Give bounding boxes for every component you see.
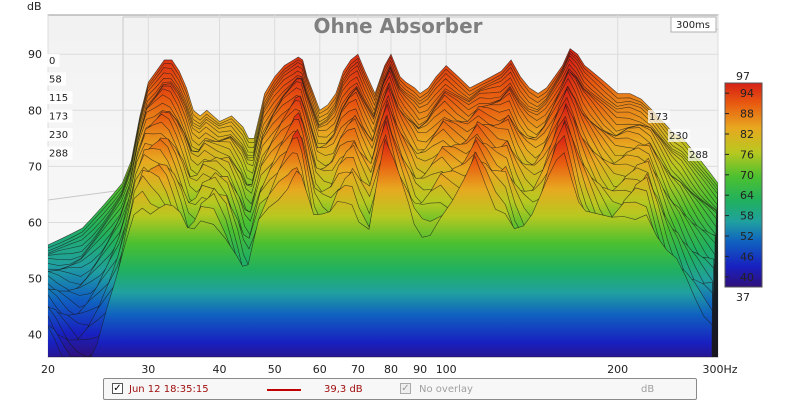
time-label-bg — [47, 109, 73, 123]
y-tick-labels: 40 50 60 70 80 90 — [28, 48, 42, 341]
time-slice-label-right: 173 — [649, 112, 668, 123]
legend-checkbox-measurement[interactable]: ✓ — [112, 383, 123, 394]
legend-measurement-label: Jun 12 18:35:15 — [129, 384, 209, 395]
time-label-bg — [47, 128, 73, 141]
time-slice-label: 58 — [49, 75, 62, 86]
x-tick-label: 50 — [268, 363, 282, 376]
x-tick-label: 80 — [384, 363, 398, 376]
time-slice-label: 173 — [49, 112, 68, 123]
y-tick-label: 40 — [28, 329, 42, 342]
x-tick-label: 200 — [607, 363, 628, 376]
time-label-bg — [648, 110, 670, 123]
y-tick-label: 80 — [28, 104, 42, 117]
colorbar-tick-label: 88 — [740, 108, 754, 121]
y-tick-label: 50 — [28, 273, 42, 286]
colorbar-tick-label: 94 — [740, 87, 754, 100]
x-tick-label: 20 — [41, 363, 55, 376]
time-slice-label-right: 288 — [689, 150, 708, 161]
colorbar — [724, 82, 763, 288]
legend-bar: ✓ Jun 12 18:35:15 39,3 dB ✓ No overlay d… — [103, 378, 697, 400]
waterfall-slice — [48, 138, 713, 357]
x-tick-label: 300Hz — [702, 363, 737, 376]
colorbar-max-label: 97 — [736, 70, 750, 83]
time-slice-label: 288 — [49, 149, 68, 160]
legend-line-swatch — [267, 389, 301, 391]
time-label-bg — [47, 72, 66, 86]
time-slice-label: 0 — [49, 56, 55, 67]
time-label-bg — [668, 129, 690, 142]
time-label-bg — [47, 146, 73, 160]
colorbar-tick-label: 70 — [740, 169, 754, 182]
y-tick-label: 70 — [28, 160, 42, 173]
time-slice-label: 230 — [49, 130, 68, 141]
legend-overlay-label: No overlay — [419, 384, 473, 395]
colorbar-tick-label: 82 — [740, 128, 754, 141]
x-tick-label: 100 — [436, 363, 457, 376]
colorbar-tick-labels: 40 46 52 58 64 70 76 82 88 94 — [725, 87, 754, 284]
legend-overlay-value: dB — [641, 384, 655, 395]
x-tick-label: 90 — [413, 363, 427, 376]
y-axis-label: dB — [27, 0, 42, 13]
time-label-bg — [688, 148, 710, 161]
y-tick-label: 60 — [28, 216, 42, 229]
legend-measurement-value: 39,3 dB — [324, 384, 363, 395]
colorbar-tick-label: 52 — [740, 230, 754, 243]
x-tick-label: 70 — [351, 363, 365, 376]
colorbar-min-label: 37 — [736, 291, 750, 304]
window-label: 300ms — [676, 20, 710, 31]
colorbar-tick-label: 40 — [740, 271, 754, 284]
time-slice-labels: 0 58 115 173 230 288 — [47, 54, 73, 160]
waterfall-slices — [48, 48, 718, 357]
x-tick-labels: 20 30 40 50 60 70 80 90 100 200 300Hz — [41, 363, 738, 376]
time-slice-label-right: 230 — [669, 131, 688, 142]
colorbar-tick-label: 46 — [740, 250, 754, 263]
time-slice-label: 115 — [49, 93, 68, 104]
time-label-bg — [47, 54, 60, 67]
time-label-bg — [47, 91, 73, 104]
x-tick-label: 30 — [141, 363, 155, 376]
colorbar-tick-label: 64 — [740, 189, 754, 202]
chart-title: Ohne Absorber — [313, 14, 482, 38]
x-tick-label: 60 — [313, 363, 327, 376]
y-tick-label: 90 — [28, 48, 42, 61]
x-tick-label: 40 — [212, 363, 226, 376]
legend-checkbox-overlay[interactable]: ✓ — [400, 383, 411, 394]
colorbar-tick-label: 76 — [740, 148, 754, 161]
window-label-box — [670, 16, 717, 33]
colorbar-tick-label: 58 — [740, 210, 754, 223]
